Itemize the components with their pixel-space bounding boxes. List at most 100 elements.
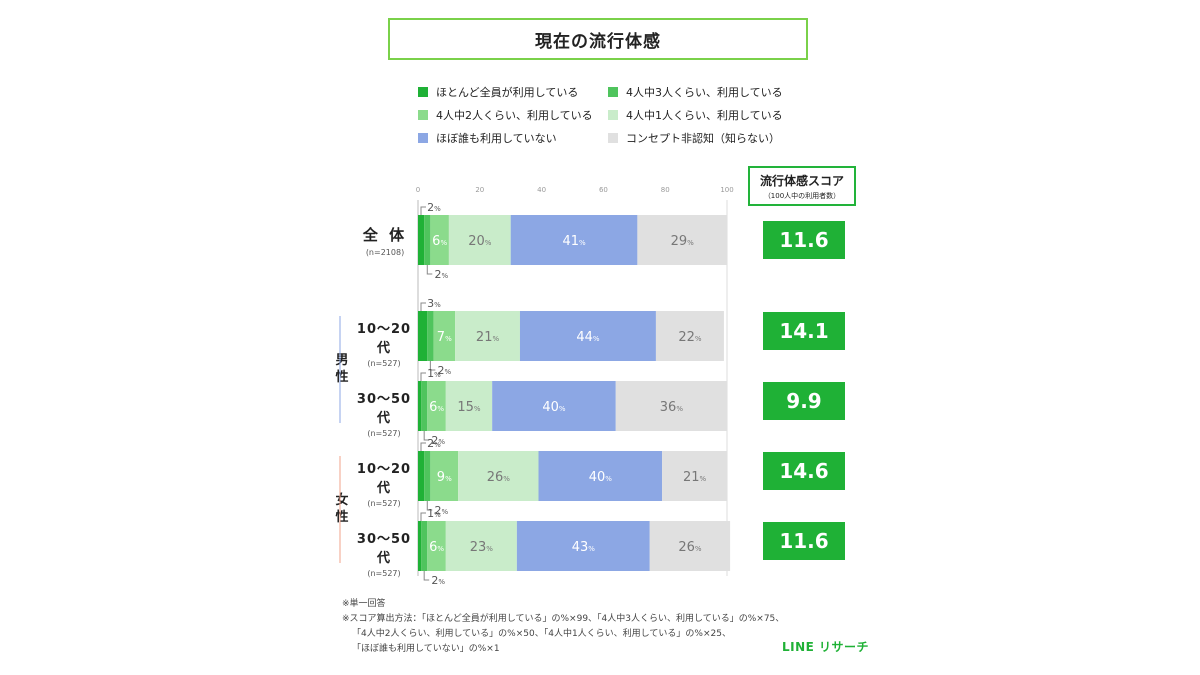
bar-segment <box>615 381 727 431</box>
x-tick-label: 20 <box>475 186 484 194</box>
row-label-main: 全 体 <box>362 226 408 244</box>
bar-data-label: 20% <box>468 234 492 249</box>
footnote: 「ほぼ誰も利用していない」の%×1 <box>352 644 500 654</box>
bar-data-label: 7% <box>437 330 452 345</box>
bar-data-label: 6% <box>432 234 447 249</box>
bar-segment <box>430 215 449 265</box>
bar-segment <box>448 215 511 265</box>
score-value: 11.6 <box>763 522 845 560</box>
callout-line <box>420 206 426 215</box>
score-header-subtitle: （100人中の利用者数） <box>763 191 841 200</box>
bar-segment <box>427 311 434 361</box>
bar-data-label: 26% <box>487 470 511 485</box>
bar-data-label: 1% <box>427 367 441 380</box>
bar-data-label: 21% <box>683 470 707 485</box>
brand-logo: LINE リサーチ <box>782 640 870 654</box>
legend-label: 4人中3人くらい、利用している <box>626 86 783 99</box>
row-label-male-older: 30〜50代 (n=527) <box>350 388 418 438</box>
bar-segment <box>662 451 727 501</box>
score-value: 14.1 <box>763 312 845 350</box>
row-label-n: (n=527) <box>367 569 401 578</box>
row-label-male-young: 10〜20代 (n=527) <box>350 318 418 368</box>
bar-segment <box>430 451 459 501</box>
bar-segment <box>492 381 616 431</box>
row-label-main: 10〜20代 <box>356 322 412 356</box>
x-tick-label: 80 <box>661 186 670 194</box>
bar-segment <box>418 521 422 571</box>
bar-data-label: 6% <box>429 540 444 555</box>
callout-line <box>423 431 430 441</box>
bar-segment <box>418 215 425 265</box>
legend-label: コンセプト非認知（知らない） <box>626 132 780 145</box>
bar-segment <box>519 311 656 361</box>
bar-segment <box>538 451 663 501</box>
bar-data-label: 3% <box>427 297 441 310</box>
legend-swatch <box>418 87 428 97</box>
callout-line <box>420 442 426 451</box>
bar-data-label: 2% <box>431 574 445 587</box>
callout-line <box>423 571 430 581</box>
bar-data-label: 2% <box>434 268 448 281</box>
chart-title: 現在の流行体感 <box>388 18 808 60</box>
bar-data-label: 2% <box>438 364 452 377</box>
row-label-main: 10〜20代 <box>356 462 412 496</box>
bar-data-label: 23% <box>470 540 494 555</box>
legend-swatch <box>418 133 428 143</box>
row-label-n: (n=527) <box>367 359 401 368</box>
bar-segment <box>649 521 731 571</box>
bar-segment <box>458 451 539 501</box>
group-label-female: 女性 <box>335 493 349 525</box>
row-label-female-older: 30〜50代 (n=527) <box>350 528 418 578</box>
bar-segment <box>655 311 724 361</box>
bar-segment <box>516 521 650 571</box>
group-label-male: 男性 <box>335 353 349 385</box>
bar-segment <box>455 311 520 361</box>
footnotes: ※単一回答 ※スコア算出方法：「ほとんど全員が利用している」の%×99、「4人中… <box>342 597 784 657</box>
bar-segment <box>421 521 428 571</box>
bar-segment <box>418 381 422 431</box>
legend-item: 4人中3人くらい、利用している <box>608 84 783 100</box>
bar-segment <box>637 215 727 265</box>
callout-line <box>429 361 436 371</box>
bar-data-label: 44% <box>576 330 600 345</box>
score-value: 14.6 <box>763 452 845 490</box>
x-tick-label: 60 <box>599 186 608 194</box>
score-value: 9.9 <box>763 382 845 420</box>
row-label-main: 30〜50代 <box>356 392 412 426</box>
bar-data-label: 1% <box>427 507 441 520</box>
callout-line <box>420 512 426 521</box>
legend-item: 4人中2人くらい、利用している <box>418 107 593 123</box>
bar-data-label: 36% <box>660 400 684 415</box>
legend-swatch <box>608 110 618 120</box>
score-header: 流行体感スコア （100人中の利用者数） <box>748 166 856 206</box>
callout-line <box>420 372 426 381</box>
bar-data-label: 2% <box>427 201 441 214</box>
legend-swatch <box>608 133 618 143</box>
bar-segment <box>433 311 456 361</box>
bar-data-label: 6% <box>429 400 444 415</box>
bar-data-label: 26% <box>678 540 702 555</box>
footnote: ※単一回答 <box>342 599 386 609</box>
bar-data-label: 40% <box>542 400 566 415</box>
bar-segment <box>427 521 446 571</box>
x-tick-label: 0 <box>416 186 420 194</box>
callout-line <box>420 302 426 311</box>
bar-data-label: 40% <box>589 470 613 485</box>
bar-data-label: 43% <box>572 540 596 555</box>
callout-line <box>426 265 433 275</box>
row-label-main: 30〜50代 <box>356 532 412 566</box>
legend-item: ほぼ誰も利用していない <box>418 130 557 146</box>
bar-data-label: 2% <box>431 434 445 447</box>
legend-label: 4人中1人くらい、利用している <box>626 109 783 122</box>
legend-item: ほとんど全員が利用している <box>418 84 578 100</box>
bar-segment <box>418 451 425 501</box>
bar-data-label: 41% <box>562 234 586 249</box>
bar-data-label: 9% <box>437 470 452 485</box>
bar-data-label: 2% <box>434 504 448 517</box>
legend-label: ほぼ誰も利用していない <box>436 132 557 145</box>
bar-segment <box>424 215 431 265</box>
legend-label: 4人中2人くらい、利用している <box>436 109 593 122</box>
bar-segment <box>445 521 517 571</box>
bar-segment <box>510 215 638 265</box>
